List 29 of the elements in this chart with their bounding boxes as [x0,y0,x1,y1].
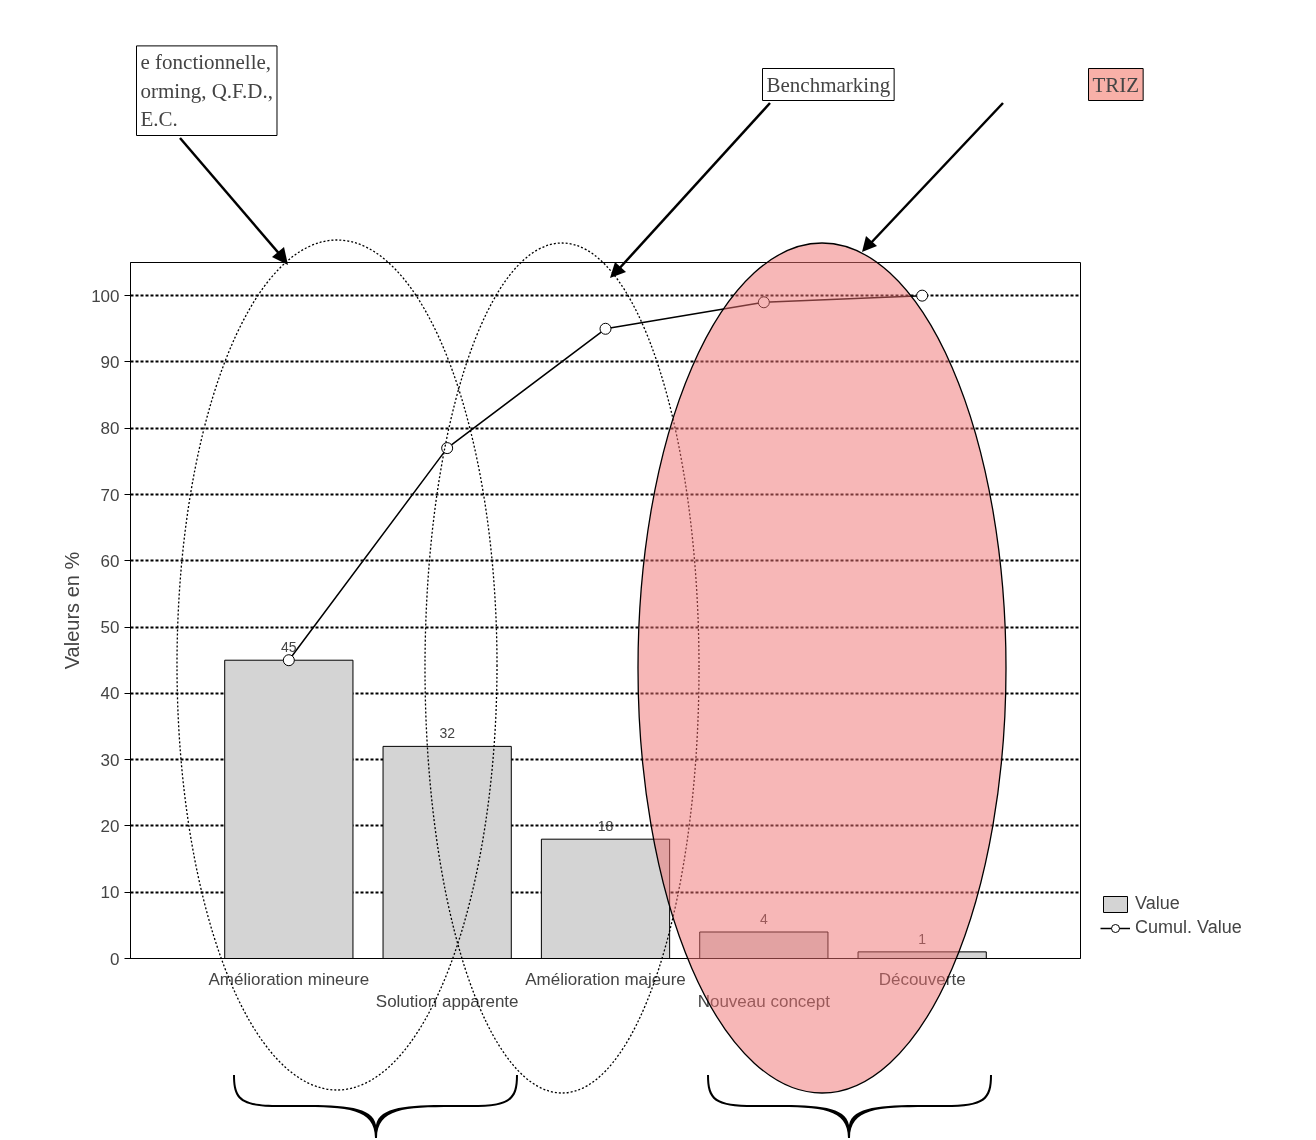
point [441,442,454,455]
data-label: 4 [759,910,768,927]
data-label: 1 [918,930,927,947]
y-tick-label: 40 [100,684,120,704]
y-tick-label: 70 [100,485,120,505]
point [282,654,295,667]
text: TRIZ [1092,72,1140,97]
text: e fonctionnelle, orming, Q.F.D., E.C. [140,49,273,132]
y-tick-label: 30 [100,750,120,770]
y-tick-label: 20 [100,816,120,836]
point [916,289,929,302]
data-label: 45 [281,639,297,656]
data-label: 32 [439,725,456,742]
point [599,322,612,335]
x-tick-label: Solution apparente [375,992,519,1012]
x-tick-label: Amélioration mineure [208,969,370,989]
legend-label: Value [1135,893,1180,914]
legend-label: Cumul. Value [1135,917,1242,938]
y-tick-label: 10 [100,883,120,903]
x-tick-label: Amélioration majeure [525,969,686,989]
y-tick-label: 60 [100,551,120,571]
y-tick-label: 80 [100,419,120,439]
y-tick-label: 100 [91,286,120,306]
point [757,296,770,309]
y-tick-label: 90 [100,352,120,372]
y-tick-label: 50 [100,618,120,638]
y-axis-title: Valeurs en % [61,551,84,670]
y-tick-label: 0 [110,949,120,969]
text: Benchmarking [766,72,891,97]
